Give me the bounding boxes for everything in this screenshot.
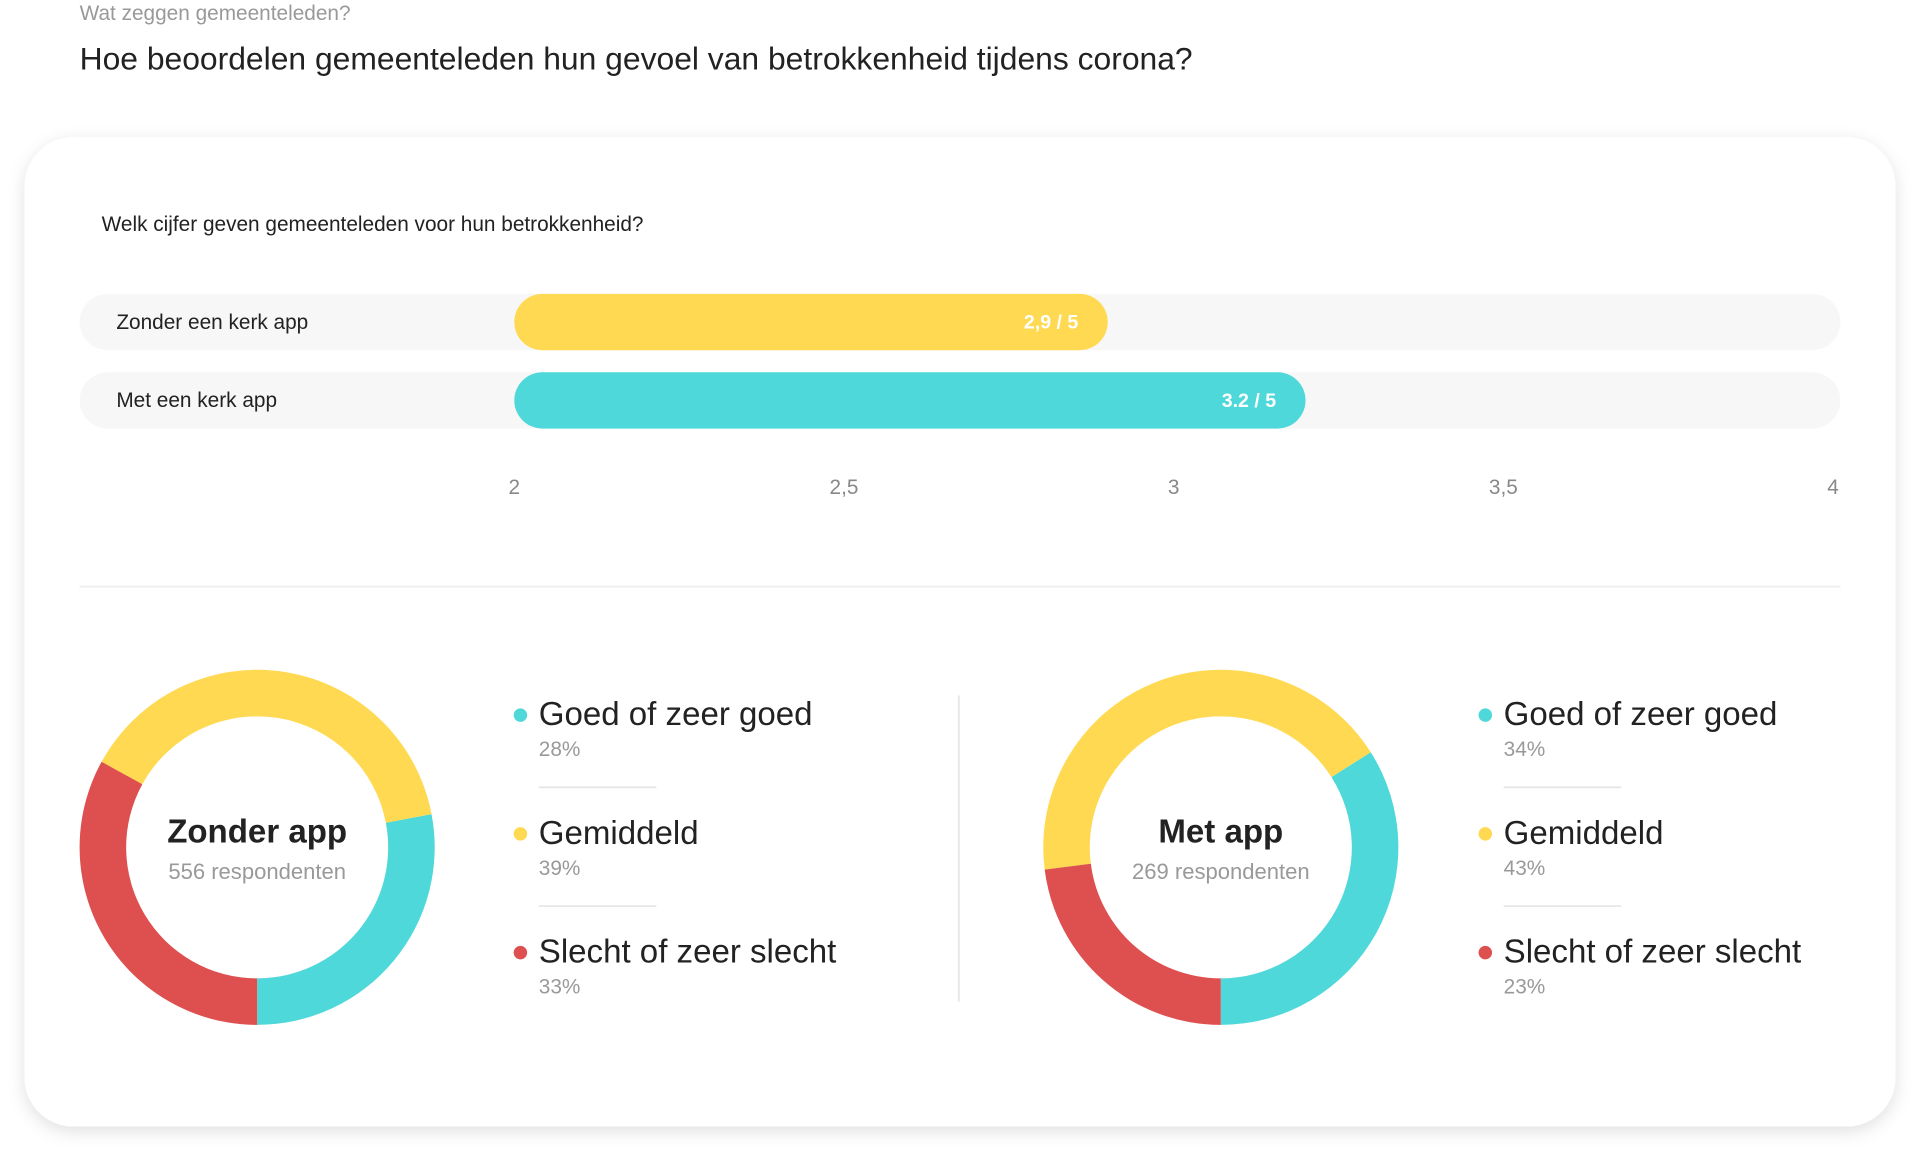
x-tick-label: 2,5 — [830, 476, 859, 499]
x-tick-label: 2 — [509, 476, 521, 499]
x-tick-label: 3,5 — [1489, 476, 1518, 499]
legend-value: 33% — [539, 976, 581, 999]
donut-segment — [1044, 863, 1221, 1025]
donut-segment — [257, 814, 435, 1025]
donut-title: Met app — [1158, 814, 1283, 851]
bar — [514, 372, 1306, 429]
donut-segment — [101, 669, 432, 823]
legend-value: 34% — [1504, 738, 1546, 761]
donut-segment — [1043, 669, 1371, 870]
x-tick-label: 4 — [1827, 476, 1839, 499]
legend-label: Slecht of zeer slecht — [539, 934, 837, 971]
bar-value-label: 2,9 / 5 — [1024, 311, 1079, 333]
bar-value-label: 3.2 / 5 — [1222, 390, 1277, 412]
bar-label: Zonder een kerk app — [116, 311, 308, 334]
bar-label: Met een kerk app — [116, 389, 277, 412]
legend-dot — [513, 708, 528, 722]
legend-label: Slecht of zeer slecht — [1504, 934, 1802, 971]
legend-label: Goed of zeer goed — [539, 696, 813, 733]
legend-label: Gemiddeld — [1504, 815, 1664, 852]
donut-subtitle: 556 respondenten — [168, 859, 346, 884]
donut-segment — [1220, 752, 1399, 1025]
legend-dot — [1478, 827, 1493, 841]
legend-dot — [1478, 945, 1493, 960]
legend-label: Gemiddeld — [539, 815, 699, 852]
bar — [514, 293, 1108, 351]
donut-subtitle: 269 respondenten — [1132, 859, 1310, 884]
legend-value: 39% — [539, 857, 581, 880]
legend-value: 23% — [1504, 976, 1546, 999]
donut-title: Zonder app — [167, 814, 347, 851]
chart-title: Welk cijfer geven gemeenteleden voor hun… — [102, 213, 644, 236]
page-title: Hoe beoordelen gemeenteleden hun gevoel … — [80, 41, 1193, 77]
x-tick-label: 3 — [1168, 476, 1180, 499]
legend-label: Goed of zeer goed — [1504, 696, 1778, 733]
legend-dot — [513, 827, 528, 841]
legend-dot — [1478, 708, 1493, 722]
legend-value: 28% — [539, 738, 581, 761]
kicker: Wat zeggen gemeenteleden? — [80, 2, 351, 25]
donut-segment — [79, 761, 258, 1025]
legend-dot — [513, 945, 528, 960]
legend-value: 43% — [1504, 857, 1546, 880]
